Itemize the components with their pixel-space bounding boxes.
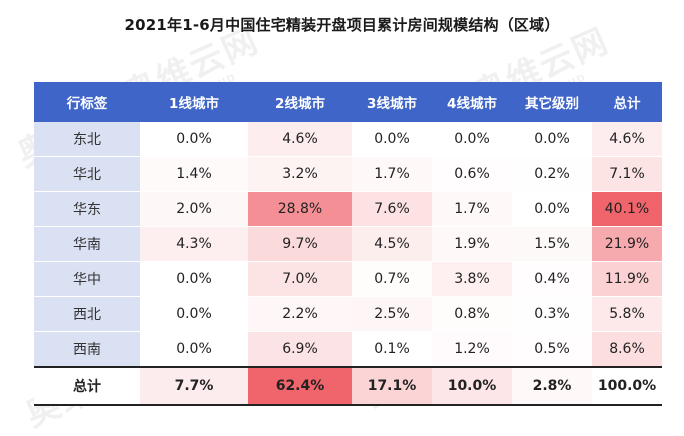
table-cell: 0.1% [352, 331, 432, 368]
table-body: 东北 0.0% 4.6% 0.0% 0.0% 0.0% 4.6% 华北 1.4% 3.2% 1.7%… [34, 122, 662, 406]
table-cell: 2.0% [140, 191, 248, 227]
table-cell: 4.3% [140, 226, 248, 262]
table-cell: 0.7% [352, 261, 432, 297]
table-cell: 0.0% [352, 122, 432, 157]
table-cell: 1.4% [140, 156, 248, 192]
total-label: 总计 [34, 366, 140, 406]
table-cell: 40.1% [592, 191, 662, 227]
table-cell: 0.5% [512, 331, 592, 368]
page-title: 2021年1-6月中国住宅精装开盘项目累计房间规模结构（区域） [124, 16, 560, 34]
table-cell: 0.0% [140, 331, 248, 368]
table-row: 华南 4.3% 9.7% 4.5% 1.9% 1.5% 21.9% [34, 226, 662, 262]
table-cell: 0.0% [140, 261, 248, 297]
table-cell: 4.5% [352, 226, 432, 262]
total-cell: 62.4% [248, 366, 352, 406]
column-header: 3线城市 [352, 82, 432, 122]
column-header: 2线城市 [248, 82, 352, 122]
table-cell: 7.6% [352, 191, 432, 227]
row-label: 华中 [34, 261, 140, 297]
table-cell: 1.9% [432, 226, 512, 262]
table-cell: 6.9% [248, 331, 352, 368]
table-cell: 1.7% [352, 156, 432, 192]
table-row: 华东 2.0% 28.8% 7.6% 1.7% 0.0% 40.1% [34, 191, 662, 227]
table-cell: 0.0% [512, 122, 592, 157]
total-cell: 100.0% [592, 366, 662, 406]
table-row: 西北 0.0% 2.2% 2.5% 0.8% 0.3% 5.8% [34, 296, 662, 332]
table-cell: 3.2% [248, 156, 352, 192]
table-cell: 7.1% [592, 156, 662, 192]
table-cell: 4.6% [248, 122, 352, 157]
table-cell: 1.2% [432, 331, 512, 368]
region-structure-table: 行标签 1线城市 2线城市 3线城市 4线城市 其它级别 总计 东北 0.0% 4.6% 0.0%… [34, 82, 662, 406]
table-cell: 0.0% [512, 191, 592, 227]
table-cell: 4.6% [592, 122, 662, 157]
column-header-row-label: 行标签 [34, 82, 140, 122]
table-header-row: 行标签 1线城市 2线城市 3线城市 4线城市 其它级别 总计 [34, 82, 662, 122]
column-header: 4线城市 [432, 82, 512, 122]
table-cell: 0.4% [512, 261, 592, 297]
table-cell: 0.2% [512, 156, 592, 192]
total-cell: 17.1% [352, 366, 432, 406]
table-cell: 0.0% [432, 122, 512, 157]
column-header: 总计 [592, 82, 662, 122]
total-cell: 2.8% [512, 366, 592, 406]
row-label: 华东 [34, 191, 140, 227]
table-cell: 0.0% [140, 296, 248, 332]
column-header: 1线城市 [140, 82, 248, 122]
table-cell: 0.0% [140, 122, 248, 157]
table-cell: 1.5% [512, 226, 592, 262]
table-cell: 8.6% [592, 331, 662, 368]
row-label: 东北 [34, 122, 140, 157]
table-cell: 3.8% [432, 261, 512, 297]
table-row: 华中 0.0% 7.0% 0.7% 3.8% 0.4% 11.9% [34, 261, 662, 297]
table-cell: 1.7% [432, 191, 512, 227]
table-cell: 0.8% [432, 296, 512, 332]
table-cell: 21.9% [592, 226, 662, 262]
table-cell: 2.2% [248, 296, 352, 332]
total-cell: 10.0% [432, 366, 512, 406]
table-row: 东北 0.0% 4.6% 0.0% 0.0% 0.0% 4.6% [34, 122, 662, 157]
table-cell: 11.9% [592, 261, 662, 297]
data-table-container: 行标签 1线城市 2线城市 3线城市 4线城市 其它级别 总计 东北 0.0% 4.6% 0.0%… [34, 82, 662, 406]
table-row: 西南 0.0% 6.9% 0.1% 1.2% 0.5% 8.6% [34, 331, 662, 368]
row-label: 西南 [34, 331, 140, 368]
total-cell: 7.7% [140, 366, 248, 406]
table-cell: 28.8% [248, 191, 352, 227]
row-label: 西北 [34, 296, 140, 332]
column-header: 其它级别 [512, 82, 592, 122]
table-row: 华北 1.4% 3.2% 1.7% 0.6% 0.2% 7.1% [34, 156, 662, 192]
table-cell: 0.6% [432, 156, 512, 192]
row-label: 华北 [34, 156, 140, 192]
table-cell: 9.7% [248, 226, 352, 262]
row-label: 华南 [34, 226, 140, 262]
table-cell: 0.3% [512, 296, 592, 332]
table-cell: 5.8% [592, 296, 662, 332]
table-total-row: 总计 7.7% 62.4% 17.1% 10.0% 2.8% 100.0% [34, 366, 662, 406]
table-cell: 7.0% [248, 261, 352, 297]
table-cell: 2.5% [352, 296, 432, 332]
